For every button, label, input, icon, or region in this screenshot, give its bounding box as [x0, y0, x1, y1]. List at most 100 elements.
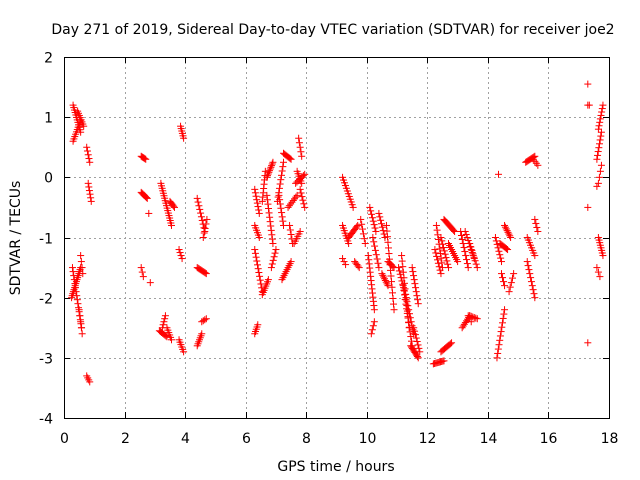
data-point: [193, 194, 201, 202]
data-point: [534, 227, 542, 235]
data-point: [278, 213, 286, 221]
y-axis-label: SDTVAR / TECUs: [8, 181, 24, 296]
data-point: [75, 306, 83, 314]
data-point: [527, 274, 535, 282]
data-point: [268, 231, 276, 239]
data-point: [500, 278, 508, 286]
data-point: [448, 339, 456, 347]
data-point: [464, 237, 472, 245]
data-point: [267, 222, 275, 230]
data-point: [409, 268, 417, 276]
data-point: [498, 258, 506, 266]
data-point: [297, 148, 305, 156]
data-point: [267, 264, 275, 272]
data-point: [597, 128, 605, 136]
data-point: [446, 340, 454, 348]
data-point: [265, 168, 273, 176]
data-point: [263, 191, 271, 199]
data-point: [523, 258, 531, 266]
data-point: [279, 217, 287, 225]
data-point: [433, 252, 441, 260]
data-point: [413, 338, 421, 346]
data-point: [292, 193, 300, 201]
data-point: [87, 194, 95, 202]
data-point: [386, 266, 394, 274]
data-point: [461, 227, 469, 235]
data-point: [276, 180, 284, 188]
data-point: [400, 274, 408, 282]
data-point: [414, 296, 422, 304]
y-tick-label: -3: [39, 352, 53, 368]
data-point: [383, 227, 391, 235]
data-point: [80, 122, 88, 130]
data-point: [280, 221, 288, 229]
data-point: [399, 263, 407, 271]
data-point: [442, 254, 450, 262]
data-point: [379, 271, 387, 279]
data-point: [268, 260, 276, 268]
data-point: [145, 209, 153, 217]
data-point: [463, 256, 471, 264]
data-point: [399, 282, 407, 290]
data-point: [201, 316, 209, 324]
data-point: [180, 348, 188, 356]
data-point: [84, 179, 92, 187]
data-point: [202, 220, 210, 228]
data-point: [383, 280, 391, 288]
data-point: [264, 172, 272, 180]
data-point: [375, 209, 383, 217]
data-point: [72, 288, 80, 296]
data-point: [467, 243, 475, 251]
data-point: [412, 288, 420, 296]
data-point: [390, 300, 398, 308]
x-tick-label: 18: [601, 431, 619, 447]
data-point: [79, 270, 87, 278]
data-point: [531, 294, 539, 302]
data-point: [599, 252, 607, 260]
data-point: [301, 170, 309, 178]
data-point: [411, 280, 419, 288]
data-point: [345, 240, 353, 248]
data-point: [526, 270, 534, 278]
data-point: [340, 258, 348, 266]
data-point: [382, 278, 390, 286]
data-point: [201, 269, 209, 277]
data-point: [265, 209, 273, 217]
data-point: [596, 136, 604, 144]
data-point: [525, 266, 533, 274]
data-point: [585, 101, 593, 109]
data-point: [293, 191, 301, 199]
data-point: [380, 273, 388, 281]
data-point: [498, 323, 506, 331]
data-point: [496, 251, 504, 259]
data-point: [470, 253, 478, 261]
data-point: [366, 203, 374, 211]
data-point: [500, 310, 508, 318]
data-point: [461, 248, 469, 256]
data-point: [410, 324, 418, 332]
data-point: [142, 193, 150, 201]
data-point: [501, 306, 509, 314]
data-point: [256, 276, 264, 284]
data-point: [499, 274, 507, 282]
data-point: [354, 221, 362, 229]
data-point: [369, 217, 377, 225]
x-tick-label: 10: [359, 431, 377, 447]
data-point: [69, 268, 77, 276]
data-point: [399, 268, 407, 276]
data-point: [501, 282, 509, 290]
data-point: [508, 274, 516, 282]
data-point: [492, 237, 500, 245]
data-point: [384, 244, 392, 252]
data-point: [414, 341, 422, 349]
data-point: [433, 226, 441, 234]
axis-ticks: [64, 57, 610, 419]
data-point: [77, 318, 85, 326]
data-point: [384, 238, 392, 246]
data-point: [496, 332, 504, 340]
data-point: [137, 264, 145, 272]
data-point: [84, 151, 92, 159]
data-point: [438, 264, 446, 272]
x-tick-label: 16: [540, 431, 558, 447]
